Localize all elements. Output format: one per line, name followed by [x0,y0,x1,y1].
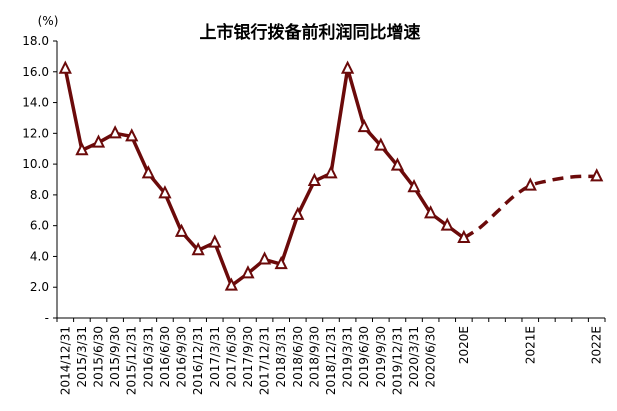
x-tick-label: 2016/3/31 [141,326,155,388]
y-tick-label: 8.0 [30,188,49,202]
data-point-marker [357,118,371,133]
data-point-marker [340,60,355,74]
data-point-marker [91,134,106,148]
x-tick-label: 2015/3/31 [75,326,89,388]
chart-title: 上市银行拨备前利润同比增速 [200,22,421,43]
y-tick-label: 16.0 [22,65,49,79]
data-point-marker [424,205,438,219]
y-axis-unit: (%) [38,14,59,28]
data-point-marker [108,125,122,139]
y-tick-label: 4.0 [30,249,49,263]
x-tick-label: 2019/3/31 [341,326,355,388]
data-point-marker [141,165,155,179]
y-tick-label: 10.0 [22,157,49,171]
x-tick-label: 2020/3/31 [407,326,421,388]
data-point-marker [125,128,139,142]
forecast-series-line [462,174,597,240]
y-axis: - 2.0 4.0 6.0 8.0 10.0 12.0 14.0 16.0 18.0 [22,34,58,325]
data-point-marker [241,265,255,279]
x-tick-label: 2021E [523,326,537,364]
x-tick-label: 2019/6/30 [357,326,371,388]
x-tick-label: 2016/6/30 [158,326,172,388]
x-axis: 2014/12/31 2015/3/31 2015/6/30 2015/9/30 201… [56,317,606,395]
data-point-marker [58,60,72,74]
x-tick-label: 2014/12/31 [58,326,72,395]
data-point-marker [390,157,405,171]
data-point-marker [407,178,421,193]
data-point-marker [174,223,189,237]
data-point-marker [307,172,322,187]
data-point-marker [324,165,338,179]
x-tick-label: 2019/12/31 [390,326,404,395]
data-markers [58,60,604,291]
y-tick-label: 2.0 [30,280,49,294]
data-point-marker [274,255,288,270]
x-tick-label: 2018/6/30 [291,326,305,388]
data-point-marker [291,206,305,220]
x-tick-label: 2016/12/31 [191,326,205,395]
data-point-marker [208,234,222,248]
y-tick-label: 18.0 [22,34,49,48]
x-tick-label: 2018/9/30 [307,326,321,388]
data-point-marker [191,242,205,256]
x-tick-label: 2015/9/30 [108,326,122,388]
x-tick-label: 2018/3/31 [274,326,288,388]
y-tick-label: 12.0 [22,126,49,140]
x-tick-label: 2018/12/31 [324,326,338,395]
y-tick-label: 6.0 [30,219,49,233]
data-point-marker [590,168,604,182]
x-tick-label: 2022E [590,326,604,364]
y-tick-label: - [45,311,49,325]
data-point-marker [75,142,89,156]
data-point-marker [523,177,537,191]
y-tick-label: 14.0 [22,96,49,110]
data-point-marker [440,217,454,231]
x-tick-label: 2017/12/31 [258,326,272,395]
data-point-marker [257,251,272,265]
data-point-marker [158,185,172,199]
x-tick-label: 2019/9/30 [374,326,388,388]
x-tick-label: 2020/6/30 [424,326,438,388]
data-point-marker [374,137,388,151]
x-tick-label: 2017/6/30 [224,326,238,388]
x-tick-label: 2020E [457,326,471,364]
x-tick-label: 2017/9/30 [241,326,255,388]
x-tick-label: 2015/6/30 [92,326,106,388]
data-point-marker [224,277,238,291]
x-tick-label: 2017/3/31 [208,326,222,388]
x-tick-label: 2015/12/31 [125,326,139,395]
data-point-marker [457,229,471,243]
x-tick-label: 2016/9/30 [175,326,189,388]
